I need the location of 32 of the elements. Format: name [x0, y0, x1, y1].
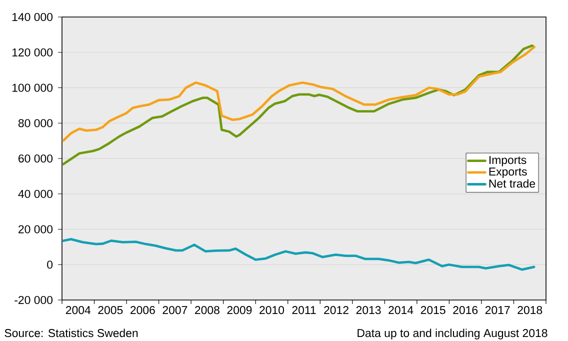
x-tick-label: 2009	[227, 306, 252, 314]
y-tick-label: 20 000	[18, 225, 53, 234]
y-tick-label: 0	[47, 260, 53, 269]
y-tick-label: 140 000	[12, 12, 53, 22]
y-tick-label: 80 000	[18, 119, 53, 128]
y-tick-label: 40 000	[18, 190, 53, 198]
source-note: Source: Statistics Sweden	[4, 328, 138, 338]
x-tick-label: 2012	[324, 306, 348, 314]
y-tick-label: 100 000	[12, 84, 53, 92]
line-series	[62, 44, 536, 166]
x-tick-label: 2010	[260, 306, 284, 314]
x-tick-label: 2016	[453, 306, 478, 314]
x-tick-label: 2008	[195, 306, 220, 314]
legend-label: Net trade	[489, 179, 536, 188]
legend-label: Imports	[489, 156, 526, 166]
y-tick-label: -20 000	[14, 296, 53, 304]
x-tick-label: 2013	[356, 306, 381, 314]
y-tick-label: 120 000	[12, 48, 53, 56]
x-tick-label: 2017	[485, 306, 510, 314]
text: Data up to and including August 2018	[358, 328, 548, 340]
x-tick-label: 2007	[162, 306, 188, 314]
x-tick-label: 2005	[98, 306, 123, 314]
x-tick-label: 2015	[420, 306, 446, 314]
x-tick-label: 2004	[66, 306, 91, 314]
legend-label: Exports	[489, 168, 527, 178]
y-tick-label: 60 000	[18, 154, 53, 163]
line-series	[62, 238, 536, 271]
x-tick-label: 2018	[518, 306, 542, 314]
x-tick-label: 2014	[388, 306, 414, 314]
x-tick-label: 2011	[292, 306, 316, 314]
line-series	[62, 46, 536, 142]
x-tick-label: 2006	[130, 306, 155, 314]
